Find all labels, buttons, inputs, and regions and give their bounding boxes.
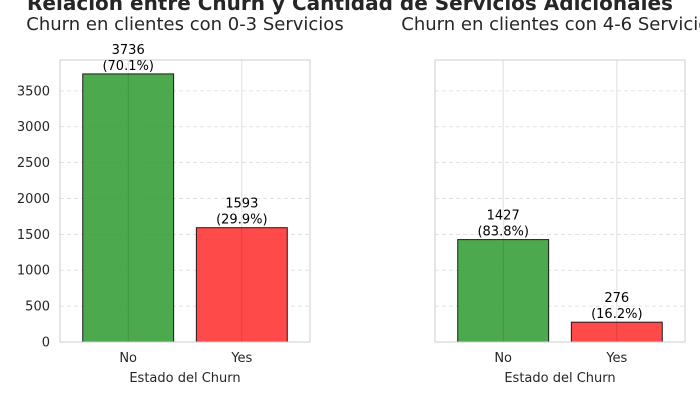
y-tick-label: 3500 bbox=[17, 84, 50, 99]
x-tick-label: Yes bbox=[230, 351, 252, 366]
y-tick-label: 3000 bbox=[17, 120, 50, 135]
bar-percent-label: (29.9%) bbox=[216, 213, 267, 228]
bar-value-label: 276 bbox=[604, 291, 629, 306]
bar-percent-label: (83.8%) bbox=[477, 225, 528, 240]
x-tick-label: No bbox=[494, 351, 512, 366]
y-tick-label: 2500 bbox=[17, 156, 50, 171]
bar-value-label: 1593 bbox=[225, 197, 258, 212]
chart-panel-2: 1427(83.8%) 276(16.2%) No Yes Estado del Chu… bbox=[401, 14, 700, 386]
bar-percent-label: (16.2%) bbox=[591, 307, 642, 322]
figure-suptitle: Relación entre Churn y Cantidad de Servi… bbox=[27, 0, 673, 15]
y-tick-label: 1500 bbox=[17, 228, 50, 243]
plot-frame bbox=[434, 59, 686, 343]
bar-percent-label: (70.1%) bbox=[102, 59, 153, 74]
y-tick-label: 1000 bbox=[17, 264, 50, 279]
x-axis-label: Estado del Churn bbox=[504, 371, 615, 386]
panels: 3736(70.1%) 1593(29.9%) 0 500 1000 1500 2000 25… bbox=[17, 14, 700, 386]
bar-no bbox=[457, 239, 550, 343]
y-tick-label: 500 bbox=[25, 300, 50, 315]
x-tick-label: No bbox=[119, 351, 137, 366]
chart-panel-1: 3736(70.1%) 1593(29.9%) 0 500 1000 1500 2000 25… bbox=[17, 14, 344, 386]
bar-value-label: 1427 bbox=[487, 209, 520, 224]
y-tick-label: 2000 bbox=[17, 192, 50, 207]
chart-title: Churn en clientes con 0-3 Servicios bbox=[26, 14, 343, 35]
bar-value-label: 3736 bbox=[112, 43, 145, 58]
x-tick-label: Yes bbox=[605, 351, 627, 366]
bar-no bbox=[82, 73, 175, 343]
bar-yes bbox=[195, 227, 288, 343]
x-axis-label: Estado del Churn bbox=[129, 371, 240, 386]
y-tick-label: 0 bbox=[42, 336, 50, 351]
chart-title: Churn en clientes con 4-6 Servicios bbox=[401, 14, 700, 35]
plot-frame bbox=[59, 59, 311, 343]
